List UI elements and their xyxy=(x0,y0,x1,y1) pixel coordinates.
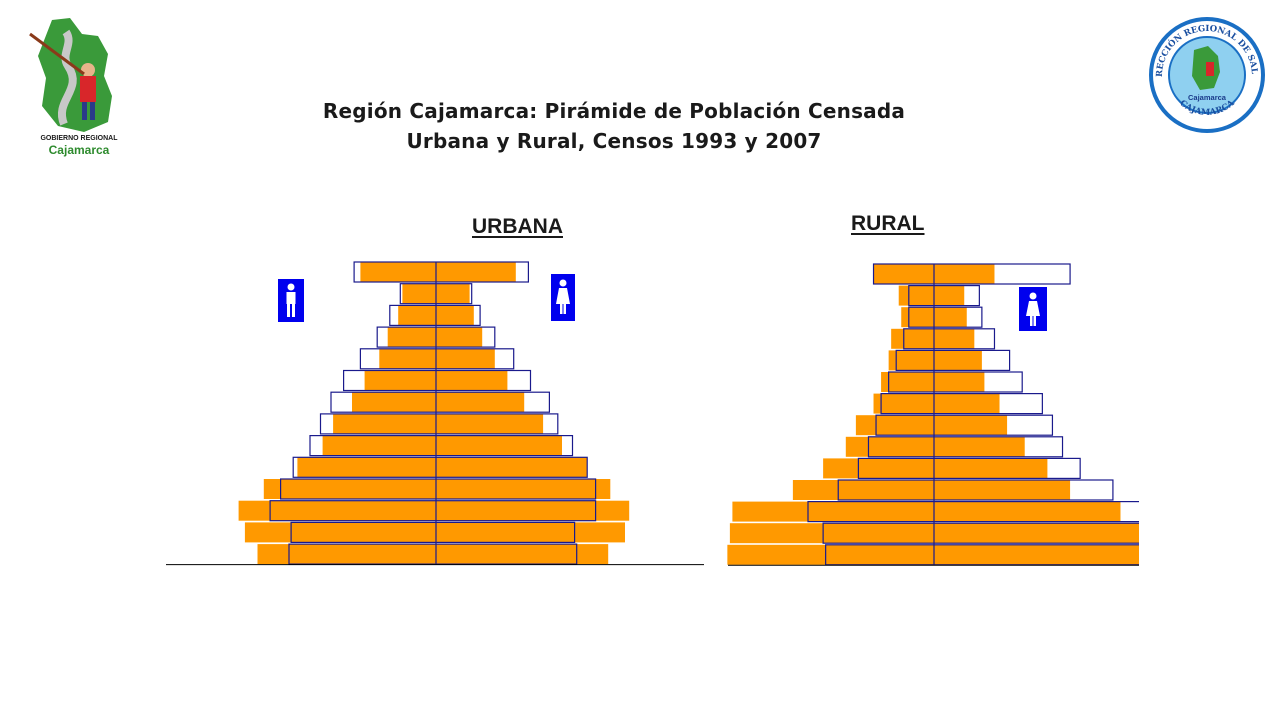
urban-filled-bar xyxy=(297,457,588,478)
rural-filled-bar xyxy=(845,436,1025,457)
urban-outline-bar xyxy=(292,456,588,478)
rural-pyramid-label: RURAL xyxy=(851,212,925,235)
rural-outline-bar xyxy=(875,414,1054,436)
rural-outline-bar xyxy=(837,479,1114,501)
urban-filled-bar xyxy=(333,413,544,434)
urban-filled-bar xyxy=(352,392,525,413)
man-figure-icon xyxy=(278,279,304,322)
rural-filled-bar xyxy=(881,372,985,392)
chart-title: Región Cajamarca: Pirámide de Población … xyxy=(250,96,978,156)
woman-figure-icon xyxy=(1019,287,1047,331)
svg-text:Cajamarca: Cajamarca xyxy=(49,143,110,157)
urban-pyramid xyxy=(238,261,630,565)
rural-filled-bar xyxy=(729,523,1139,544)
rural-filled-bar xyxy=(888,350,982,371)
rural-filled-bar xyxy=(732,501,1121,522)
urban-outline-bar xyxy=(280,478,597,500)
urban-outline-bar xyxy=(353,261,530,283)
rural-outline-bar xyxy=(908,285,980,307)
urban-pyramid-label: URBANA xyxy=(472,215,563,238)
urban-filled-bar xyxy=(263,479,611,499)
urban-outline-bar xyxy=(319,413,559,435)
urban-outline-bar xyxy=(343,369,532,392)
urban-outline-bar xyxy=(290,521,576,544)
urban-outline-bar xyxy=(330,391,550,413)
urban-filled-bar xyxy=(244,522,625,543)
urban-filled-bar xyxy=(360,262,516,282)
svg-text:Cajamarca: Cajamarca xyxy=(1188,93,1227,102)
title-line-1: Región Cajamarca: Pirámide de Población … xyxy=(322,99,906,123)
rural-filled-bar xyxy=(727,544,1139,565)
urban-filled-bar xyxy=(387,327,483,348)
rural-filled-bar xyxy=(855,415,1008,436)
svg-text:GOBIERNO REGIONAL: GOBIERNO REGIONAL xyxy=(40,135,118,142)
rural-filled-bar xyxy=(891,328,975,349)
rural-pyramid xyxy=(727,263,1139,566)
rural-outline-bar xyxy=(903,328,996,350)
rural-outline-bar xyxy=(895,349,1011,371)
urban-outline-bar xyxy=(359,348,515,370)
rural-outline-bar xyxy=(867,436,1064,458)
title-line-2: Urbana y Rural, Censos 1993 y 2007 xyxy=(406,129,822,153)
urban-filled-bar xyxy=(322,435,562,456)
urban-filled-bar xyxy=(257,544,609,565)
rural-outline-bar xyxy=(908,306,983,328)
rural-outline-bar xyxy=(872,263,1071,285)
gobierno-regional-logo: GOBIERNO REGIONAL Cajamarca xyxy=(24,14,134,162)
rural-outline-bar xyxy=(857,457,1081,479)
urban-outline-bar xyxy=(269,500,597,522)
rural-outline-bar xyxy=(822,522,1139,544)
rural-outline-bar xyxy=(888,371,1023,393)
direccion-regional-salud-seal: DIRECCIÓN REGIONAL DE SALUD CAJAMARCA Ca… xyxy=(1146,16,1268,134)
rural-filled-bar xyxy=(898,285,965,306)
rural-filled-bar xyxy=(873,393,1000,414)
rural-outline-bar xyxy=(807,501,1139,523)
urban-outline-bar xyxy=(389,304,481,326)
rural-outline-bar xyxy=(880,393,1043,415)
urban-filled-bar xyxy=(238,500,630,521)
rural-filled-bar xyxy=(823,458,1048,479)
urban-outline-bar xyxy=(309,435,574,457)
woman-figure-icon xyxy=(551,274,575,321)
rural-filled-bar xyxy=(792,480,1071,500)
urban-filled-bar xyxy=(379,348,495,369)
